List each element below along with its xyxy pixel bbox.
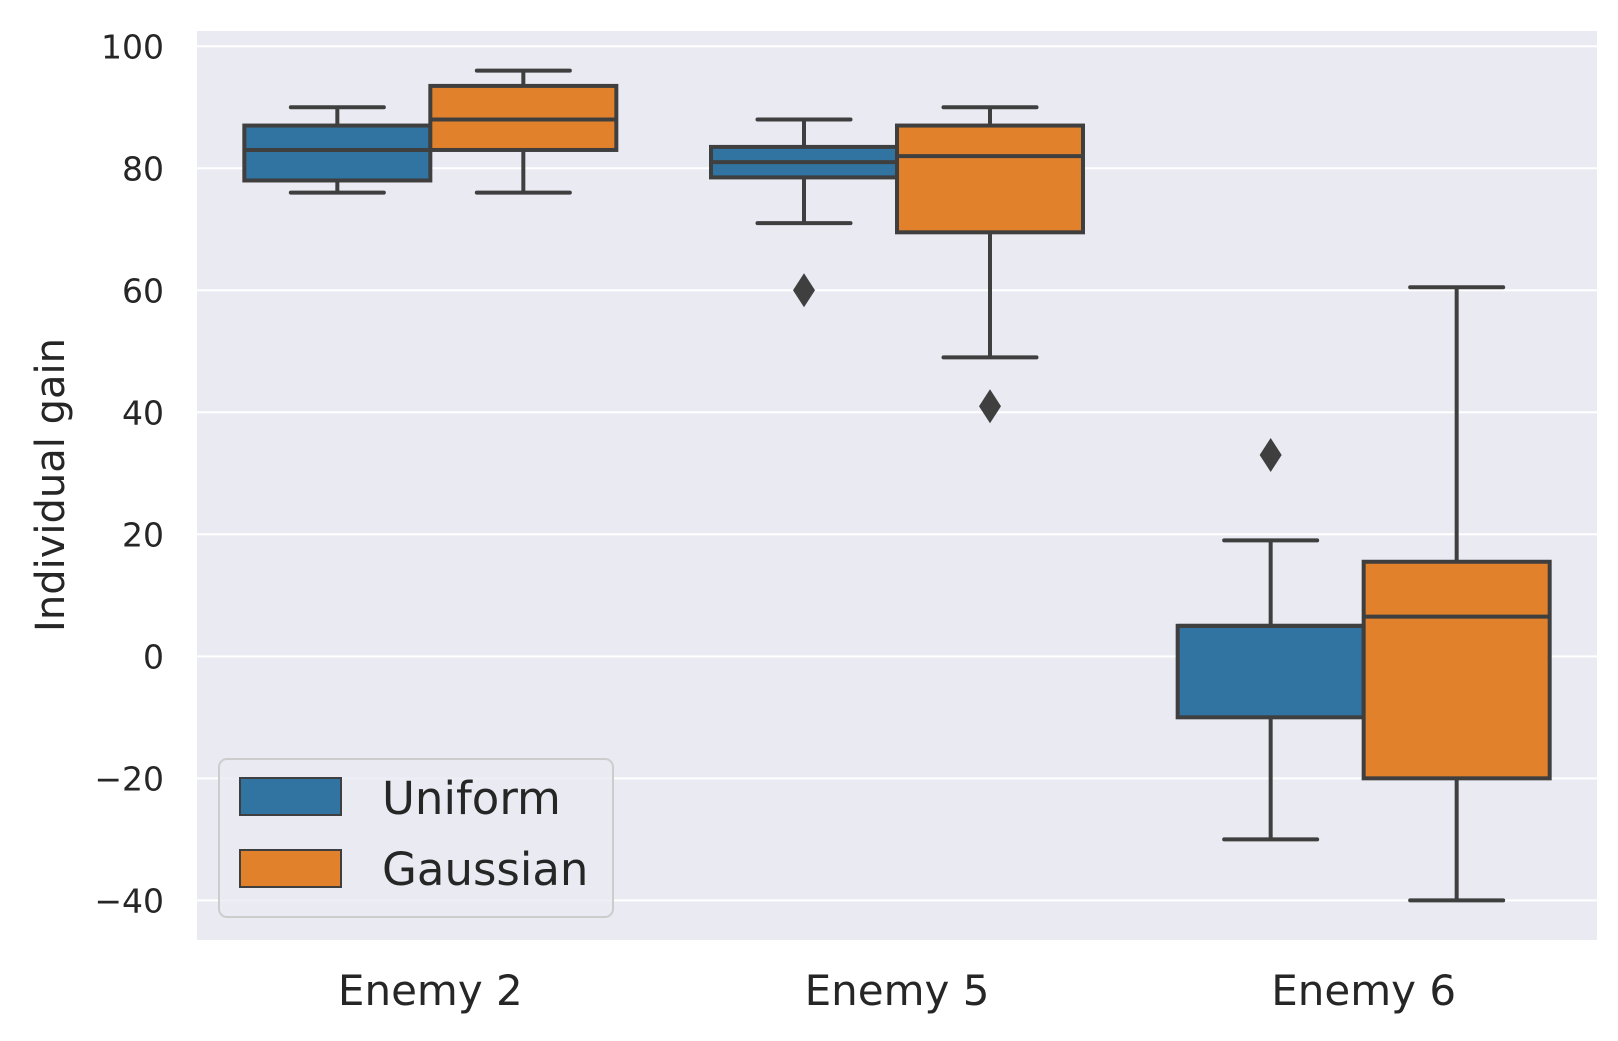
box-body	[1361, 559, 1552, 781]
x-tick-label: Enemy 6	[1271, 966, 1456, 1015]
box-uniform-0	[242, 105, 433, 195]
y-tick-label: 60	[122, 271, 164, 310]
outlier-marker	[979, 389, 1001, 424]
y-axis-label: Individual gain	[28, 338, 74, 632]
box-body	[242, 123, 433, 183]
y-tick-label: −40	[94, 881, 164, 920]
box-gaussian-0	[428, 68, 619, 195]
y-tick-label: 20	[122, 515, 164, 554]
box-uniform-1	[709, 117, 899, 308]
y-tick-label: 80	[122, 149, 164, 188]
y-axis-ticks: 100 80 60 40 20 0 −20 −40	[94, 27, 164, 920]
y-tick-label: 0	[143, 637, 164, 676]
y-tick-label: −20	[94, 759, 164, 798]
box-gaussian-2	[1361, 285, 1552, 903]
x-tick-label: Enemy 2	[338, 966, 523, 1015]
box-body	[895, 123, 1085, 235]
legend: Uniform Gaussian	[218, 758, 614, 918]
box-gaussian-1	[895, 105, 1085, 424]
y-tick-label: 100	[101, 27, 164, 66]
legend-label-gaussian: Gaussian	[382, 843, 588, 896]
box-body	[1175, 623, 1366, 720]
legend-swatch-uniform	[239, 777, 342, 816]
x-tick-label: Enemy 5	[805, 966, 990, 1015]
outlier-marker	[1259, 437, 1282, 472]
x-axis-ticks: Enemy 2 Enemy 5 Enemy 6	[338, 966, 1456, 1015]
box-groups	[242, 68, 1552, 903]
legend-swatch-gaussian	[239, 849, 342, 888]
outlier-marker	[793, 273, 815, 308]
y-tick-label: 40	[122, 393, 164, 432]
legend-label-uniform: Uniform	[382, 772, 561, 825]
